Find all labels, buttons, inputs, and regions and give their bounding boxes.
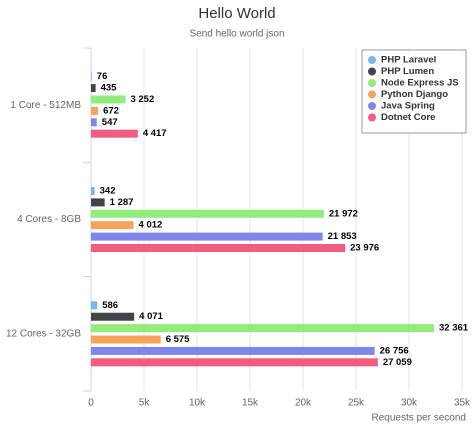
value-label: 672	[103, 105, 119, 116]
legend-label: Node Express JS	[381, 78, 459, 89]
value-label: 32 361	[439, 323, 469, 334]
legend-marker	[368, 79, 376, 87]
x-tick-label: 5k	[139, 398, 151, 409]
legend-marker	[368, 102, 376, 110]
legend-label: PHP Lumen	[381, 66, 434, 77]
x-tick-label: 30k	[401, 398, 418, 409]
bar	[91, 301, 98, 310]
bar	[91, 129, 138, 138]
bar	[91, 72, 92, 81]
value-label: 547	[102, 117, 118, 128]
bar	[91, 118, 97, 127]
chart-subtitle: Send hello world json	[189, 29, 284, 40]
value-label: 23 976	[350, 243, 379, 254]
bar	[91, 312, 135, 321]
bar	[91, 324, 435, 333]
chart-title: Hello World	[198, 5, 275, 22]
bar	[91, 187, 95, 195]
value-label: 435	[101, 83, 118, 94]
bar	[91, 95, 126, 104]
bar	[91, 84, 96, 93]
legend-marker	[368, 113, 376, 122]
value-label: 342	[100, 186, 116, 197]
value-label: 27 059	[383, 357, 412, 368]
value-label: 4 417	[143, 128, 167, 139]
legend-label: PHP Laravel	[381, 55, 436, 66]
value-label: 6 575	[166, 334, 190, 345]
x-tick-label: 35k	[454, 398, 471, 409]
y-tick-label: 12 Cores - 32GB	[6, 328, 81, 339]
bar	[91, 346, 375, 355]
x-tick-label: 25k	[348, 398, 365, 409]
value-label: 586	[102, 300, 118, 311]
bar	[91, 335, 161, 344]
value-label: 3 252	[130, 94, 154, 105]
legend-marker	[368, 67, 376, 76]
bar	[91, 358, 378, 367]
x-tick-label: 0	[88, 398, 94, 409]
legend-box	[361, 49, 467, 134]
legend-label: Python Django	[381, 89, 448, 100]
value-label: 4 012	[139, 220, 163, 231]
y-tick-label: 1 Core - 512MB	[10, 100, 81, 111]
value-label: 26 756	[380, 345, 409, 356]
value-label: 1 287	[110, 197, 134, 208]
legend-label: Java Spring	[381, 101, 435, 112]
legend-marker	[368, 56, 376, 64]
value-label: 21 972	[329, 208, 358, 219]
bar	[91, 106, 99, 115]
value-label: 21 853	[328, 231, 357, 242]
bar	[91, 232, 323, 241]
bar	[91, 221, 134, 230]
legend-marker	[368, 90, 376, 99]
bar	[91, 244, 346, 252]
x-tick-label: 10k	[189, 398, 206, 409]
bar	[91, 209, 324, 218]
x-axis-label: Requests per second	[371, 413, 466, 424]
y-tick-label: 4 Cores - 8GB	[17, 214, 81, 225]
value-label: 4 071	[139, 311, 163, 322]
x-tick-label: 15k	[242, 398, 259, 409]
legend-label: Dotnet Core	[381, 112, 435, 123]
value-label: 76	[97, 71, 108, 82]
bar	[91, 198, 105, 207]
x-tick-label: 20k	[295, 398, 312, 409]
